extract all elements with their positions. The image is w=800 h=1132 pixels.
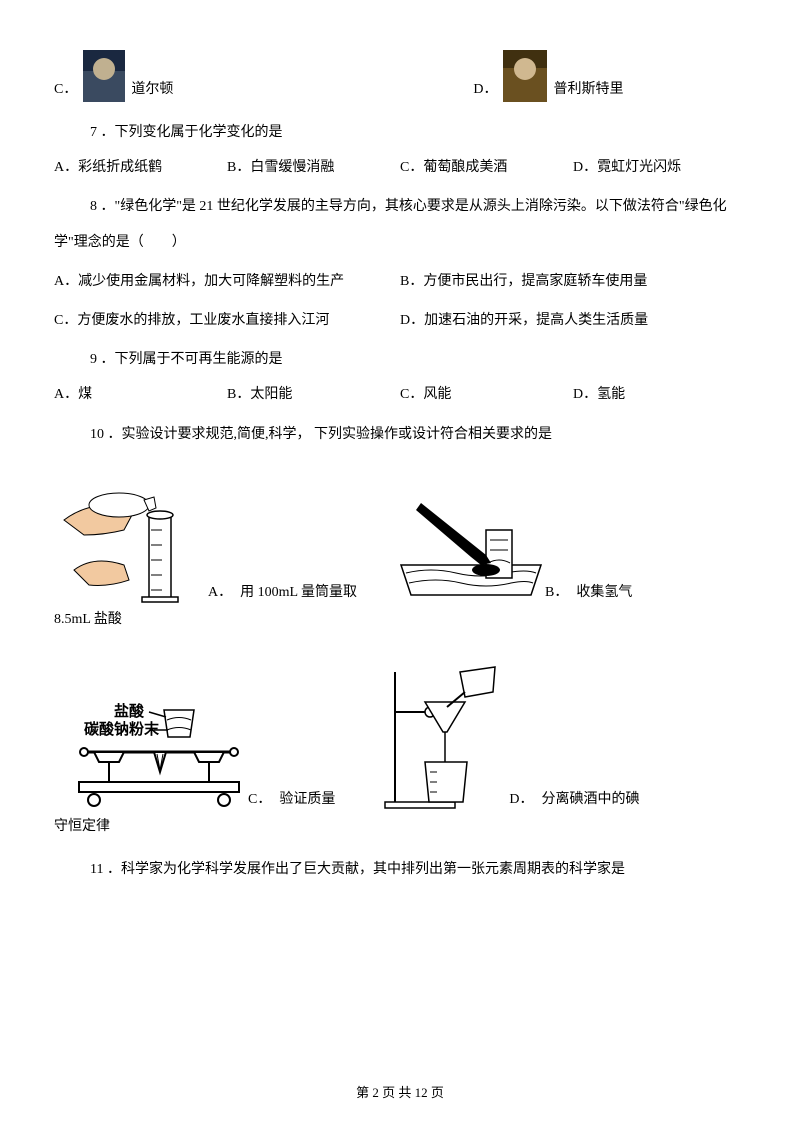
portrait-dalton-icon <box>83 50 125 102</box>
q7-optC: C．葡萄酿成美酒 <box>400 155 573 180</box>
q9-optA: A．煤 <box>54 382 227 407</box>
q6-optC-name: 道尔顿 <box>131 77 173 102</box>
q8-optB: B．方便市民出行，提高家庭轿车使用量 <box>400 269 746 294</box>
q6-options-cd: C． 道尔顿 D． 普利斯特里 <box>54 50 746 102</box>
q10-D-caption: 分离碘酒中的碘 <box>541 787 639 812</box>
q9-options: A．煤 B．太阳能 C．风能 D．氢能 <box>54 382 746 407</box>
q8-options-row1: A．减少使用金属材料，加大可降解塑料的生产 B．方便市民出行，提高家庭轿车使用量 <box>54 269 746 294</box>
filtration-setup-icon <box>375 662 515 812</box>
q10-A-block <box>54 475 214 605</box>
q6-optD-name: 普利斯特里 <box>553 77 623 102</box>
q10-C-block: 盐酸 碳酸钠粉末 <box>54 702 254 812</box>
q9-optC: C．风能 <box>400 382 573 407</box>
q7-stem: 7 ．下列变化属于化学变化的是 <box>90 120 746 145</box>
q6-optD-letter: D． <box>473 77 497 102</box>
q10-C-label1: 盐酸 <box>114 702 145 720</box>
pouring-cylinder-icon <box>54 475 214 605</box>
q10-D-letter: D． <box>509 787 533 812</box>
q10-D-block <box>375 662 515 812</box>
q6-optC-letter: C． <box>54 77 77 102</box>
q10-stem: 10 ．实验设计要求规范,简便,科学， 下列实验操作或设计符合相关要求的是 <box>90 422 746 447</box>
q10-A-caption2: 8.5mL 盐酸 <box>54 607 746 632</box>
q8-stem-line1: 8 ．"绿色化学"是 21 世纪化学发展的主导方向，其核心要求是从源头上消除污染… <box>90 194 746 219</box>
q10-row-ab: A． 用 100mL 量筒量取 B． 收集氢气 <box>54 475 746 605</box>
q10-C-caption1: 验证质量 <box>279 787 335 812</box>
q9-optD: D．氢能 <box>573 382 746 407</box>
q10-A-letter: A． <box>208 580 232 605</box>
q8-options-row2: C．方便废水的排放，工业废水直接排入江河 D．加速石油的开采，提高人类生活质量 <box>54 308 746 333</box>
q10-C-caption2: 守恒定律 <box>54 814 746 839</box>
q10-row-cd: 盐酸 碳酸钠粉末 <box>54 662 746 812</box>
q7-optB: B．白雪缓慢消融 <box>227 155 400 180</box>
q9-stem: 9 ．下列属于不可再生能源的是 <box>90 347 746 372</box>
collect-hydrogen-icon <box>391 495 551 605</box>
q7-options: A．彩纸折成纸鹤 B．白雪缓慢消融 C．葡萄酿成美酒 D．霓虹灯光闪烁 <box>54 155 746 180</box>
q10-C-label2: 碳酸钠粉末 <box>84 720 160 738</box>
q8-optA: A．减少使用金属材料，加大可降解塑料的生产 <box>54 269 400 294</box>
q9-optB: B．太阳能 <box>227 382 400 407</box>
q10-B-block <box>391 495 551 605</box>
q7-optD: D．霓虹灯光闪烁 <box>573 155 746 180</box>
q10-C-letter: C． <box>248 787 271 812</box>
q11-stem: 11 ．科学家为化学科学发展作出了巨大贡献，其中排列出第一张元素周期表的科学家是 <box>90 857 746 882</box>
q7-optA: A．彩纸折成纸鹤 <box>54 155 227 180</box>
page-footer: 第 2 页 共 12 页 <box>0 1081 800 1104</box>
q8-stem-line2: 学"理念的是（ ） <box>54 230 746 255</box>
balance-scale-icon: 盐酸 碳酸钠粉末 <box>54 702 254 812</box>
q10-B-letter: B． <box>545 580 568 605</box>
q10-A-caption1: 用 100mL 量筒量取 <box>240 580 357 605</box>
q8-optC: C．方便废水的排放，工业废水直接排入江河 <box>54 308 400 333</box>
portrait-priestley-icon <box>503 50 547 102</box>
q8-optD: D．加速石油的开采，提高人类生活质量 <box>400 308 746 333</box>
q10-B-caption: 收集氢气 <box>576 580 632 605</box>
